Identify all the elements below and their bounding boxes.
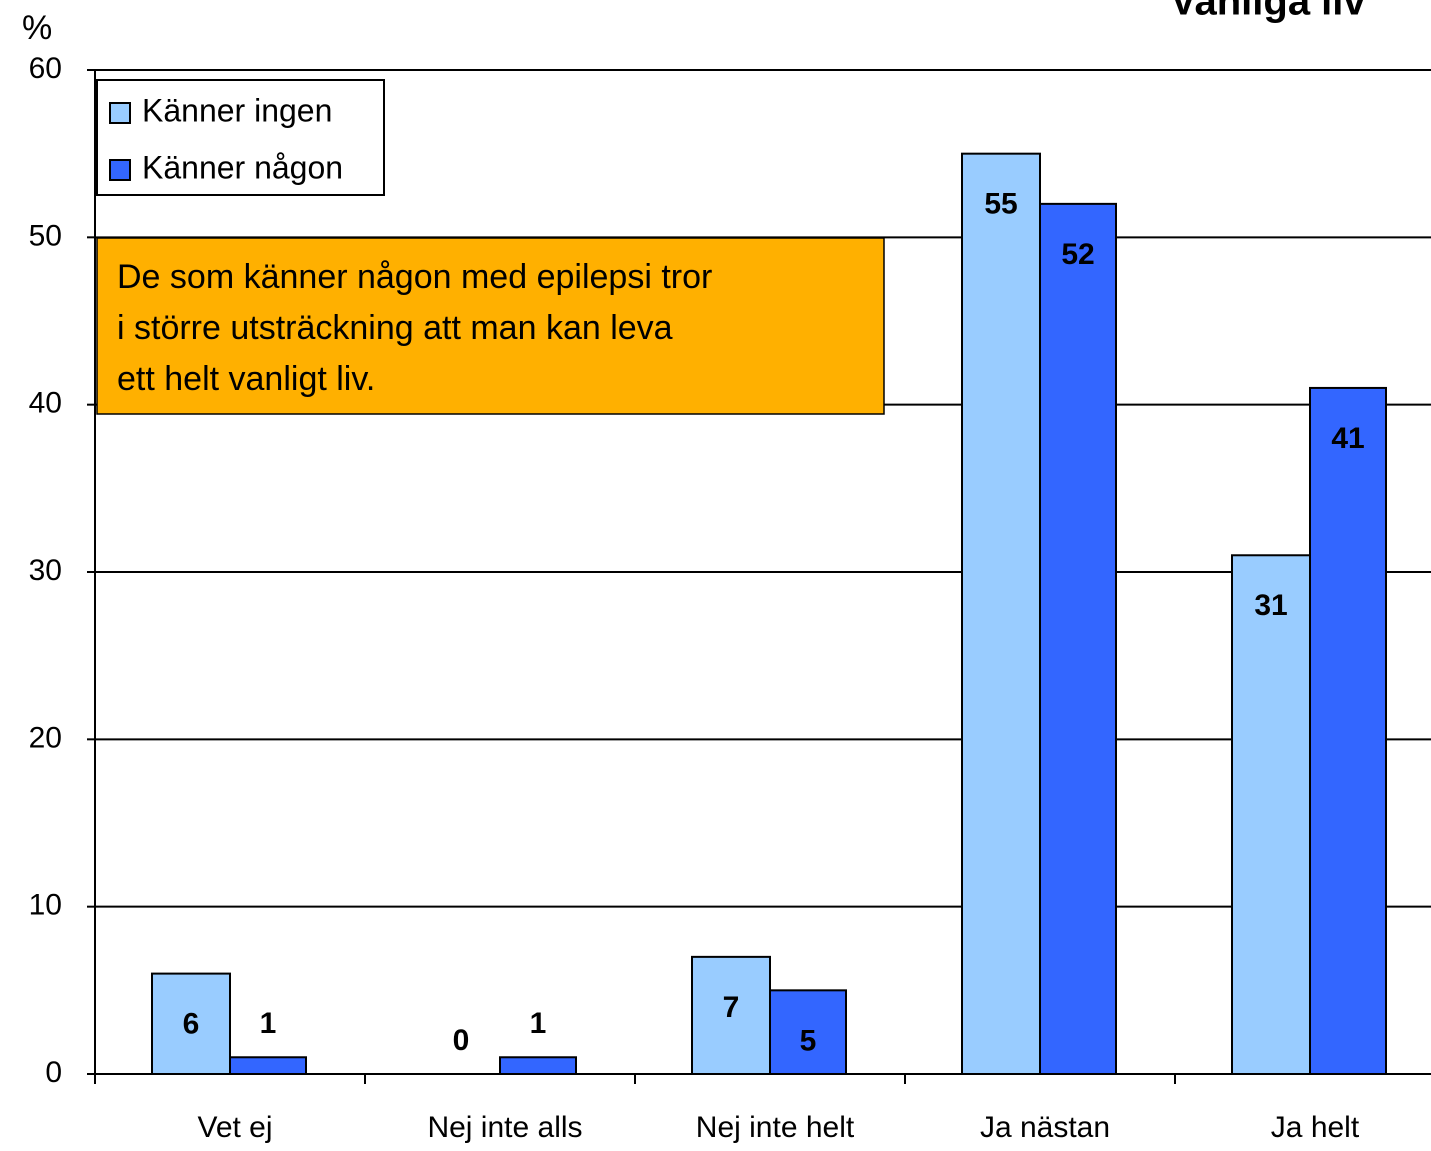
y-tick-label: 40 bbox=[29, 387, 62, 420]
value-label: 5 bbox=[800, 1024, 817, 1057]
legend-box bbox=[96, 79, 385, 196]
y-tick-label: 0 bbox=[45, 1056, 62, 1089]
annotation-box bbox=[96, 237, 885, 415]
x-tick-label: Ja helt bbox=[1271, 1111, 1360, 1144]
annotation-text: ett helt vanligt liv. bbox=[117, 360, 375, 398]
bar bbox=[229, 1056, 307, 1076]
y-axis-label: % bbox=[22, 9, 52, 47]
value-label: 41 bbox=[1331, 422, 1364, 455]
bar bbox=[1039, 202, 1117, 1076]
chart-title: Vanliga liv bbox=[1170, 0, 1366, 24]
value-label: 7 bbox=[723, 991, 740, 1024]
annotation-text: i större utsträckning att man kan leva bbox=[117, 309, 673, 347]
bar bbox=[1309, 386, 1387, 1075]
legend-label: Känner ingen bbox=[142, 92, 332, 128]
value-label: 1 bbox=[530, 1007, 547, 1040]
x-tick-label: Ja nästan bbox=[980, 1111, 1110, 1144]
value-label: 0 bbox=[453, 1024, 470, 1057]
value-label: 31 bbox=[1254, 589, 1287, 622]
legend-swatch bbox=[109, 159, 131, 181]
x-tick-label: Vet ej bbox=[197, 1111, 272, 1144]
legend-swatch bbox=[109, 102, 131, 124]
x-tick-label: Nej inte alls bbox=[427, 1111, 582, 1144]
bar bbox=[499, 1056, 577, 1076]
legend-label: Känner någon bbox=[142, 149, 343, 185]
value-label: 1 bbox=[260, 1007, 277, 1040]
bar bbox=[691, 955, 771, 1075]
y-tick-label: 10 bbox=[29, 889, 62, 922]
y-tick-label: 60 bbox=[29, 52, 62, 85]
bar bbox=[769, 989, 847, 1075]
y-tick-label: 20 bbox=[29, 721, 62, 754]
annotation-text: De som känner någon med epilepsi tror bbox=[117, 258, 712, 296]
bar bbox=[961, 152, 1041, 1075]
bar bbox=[1231, 554, 1311, 1075]
y-tick-label: 50 bbox=[29, 219, 62, 252]
y-tick-label: 30 bbox=[29, 554, 62, 587]
value-label: 55 bbox=[984, 188, 1017, 221]
x-tick-label: Nej inte helt bbox=[696, 1111, 855, 1144]
value-label: 52 bbox=[1061, 238, 1094, 271]
value-label: 6 bbox=[183, 1008, 200, 1041]
